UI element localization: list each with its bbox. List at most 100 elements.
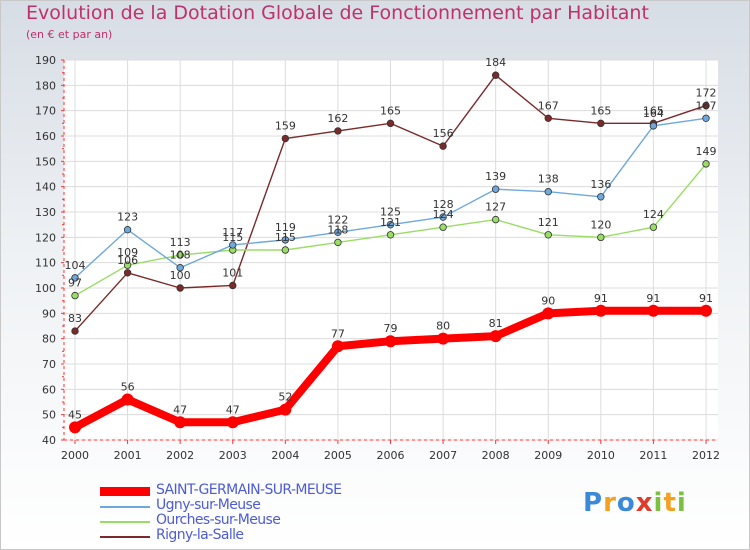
- data-point: [281, 246, 290, 254]
- data-label: 83: [68, 312, 82, 325]
- data-label: 79: [384, 322, 398, 335]
- data-point: [700, 304, 712, 317]
- data-point: [176, 251, 184, 259]
- data-label: 108: [170, 249, 191, 262]
- data-label: 117: [222, 226, 243, 239]
- data-label: 90: [541, 294, 555, 307]
- data-point: [489, 330, 502, 343]
- x-tick-label: 2010: [587, 449, 615, 462]
- data-point: [123, 226, 132, 234]
- data-label: 127: [485, 201, 506, 214]
- logo-letter: P: [583, 488, 604, 518]
- data-point: [71, 291, 79, 300]
- x-tick-label: 2000: [61, 449, 89, 462]
- data-point: [647, 304, 660, 317]
- y-tick-label: 90: [42, 307, 56, 320]
- x-tick-label: 2003: [219, 449, 247, 462]
- data-label: 104: [65, 259, 86, 272]
- data-label: 165: [643, 104, 664, 117]
- logo-letter: o: [616, 488, 636, 518]
- data-point: [544, 114, 552, 122]
- data-point: [544, 231, 552, 239]
- data-label: 97: [68, 277, 82, 290]
- legend-label: Ugny-sur-Meuse: [156, 497, 261, 513]
- data-label: 91: [646, 292, 660, 305]
- data-point: [331, 340, 344, 353]
- data-label: 139: [485, 170, 506, 183]
- chart-subtitle: (en € et par an): [26, 28, 113, 41]
- data-label: 100: [170, 269, 191, 282]
- data-label: 45: [68, 408, 82, 421]
- data-label: 106: [117, 254, 138, 267]
- data-point: [491, 185, 500, 193]
- data-label: 184: [485, 56, 506, 69]
- chart-title: Evolution de la Dotation Globale de Fonc…: [26, 2, 649, 24]
- data-label: 167: [696, 99, 717, 112]
- data-label: 165: [380, 104, 401, 117]
- x-tick-label: 2007: [429, 449, 457, 462]
- data-point: [702, 101, 710, 110]
- data-point: [491, 71, 500, 79]
- logo-letter: i: [676, 488, 687, 518]
- data-label: 91: [699, 292, 713, 305]
- data-point: [386, 231, 395, 239]
- y-tick-label: 120: [35, 231, 56, 244]
- data-point: [281, 236, 290, 244]
- legend-swatch: [100, 506, 150, 508]
- proxiti-logo: Proxiti: [583, 488, 687, 518]
- logo-letter: t: [663, 488, 677, 518]
- data-label: 91: [594, 292, 608, 305]
- data-point: [123, 261, 132, 269]
- data-label: 113: [170, 236, 191, 249]
- y-tick-label: 160: [35, 130, 56, 143]
- data-label: 115: [275, 231, 296, 244]
- data-point: [542, 307, 555, 320]
- data-label: 156: [433, 127, 454, 140]
- data-label: 159: [275, 120, 296, 133]
- data-label: 56: [121, 380, 135, 393]
- data-label: 47: [173, 403, 187, 416]
- data-label: 121: [380, 216, 401, 229]
- data-point: [597, 193, 605, 201]
- y-tick-label: 170: [35, 105, 56, 118]
- data-point: [123, 269, 132, 277]
- data-label: 101: [222, 266, 243, 279]
- data-point: [174, 416, 187, 429]
- data-point: [437, 332, 450, 345]
- data-label: 167: [538, 99, 559, 112]
- data-label: 119: [275, 221, 296, 234]
- x-tick-label: 2001: [114, 449, 142, 462]
- x-tick-label: 2002: [166, 449, 194, 462]
- data-label: 115: [222, 231, 243, 244]
- logo-letter: x: [635, 488, 654, 518]
- data-point: [176, 264, 184, 272]
- data-point: [334, 238, 342, 247]
- data-label: 120: [590, 218, 611, 231]
- data-point: [384, 335, 397, 348]
- x-tick-label: 2009: [534, 449, 562, 462]
- x-tick-label: 2005: [324, 449, 352, 462]
- data-label: 172: [696, 87, 717, 100]
- data-label: 123: [117, 211, 138, 224]
- data-point: [226, 416, 239, 429]
- data-point: [279, 403, 292, 416]
- legend-label: SAINT-GERMAIN-SUR-MEUSE: [156, 482, 342, 498]
- data-label: 118: [327, 223, 348, 236]
- y-tick-label: 50: [42, 409, 56, 422]
- data-point: [491, 215, 500, 224]
- data-label: 121: [538, 216, 559, 229]
- x-tick-label: 2004: [271, 449, 299, 462]
- data-point: [439, 213, 447, 221]
- data-point: [544, 188, 552, 196]
- data-point: [649, 223, 658, 231]
- y-tick-label: 60: [42, 383, 56, 396]
- data-point: [229, 241, 237, 249]
- x-tick-label: 2008: [482, 449, 510, 462]
- data-point: [71, 327, 79, 335]
- y-tick-label: 190: [35, 54, 56, 67]
- data-label: 124: [433, 208, 454, 221]
- y-tick-label: 180: [35, 79, 56, 92]
- data-point: [281, 134, 290, 143]
- data-label: 52: [278, 391, 292, 404]
- data-point: [334, 127, 342, 135]
